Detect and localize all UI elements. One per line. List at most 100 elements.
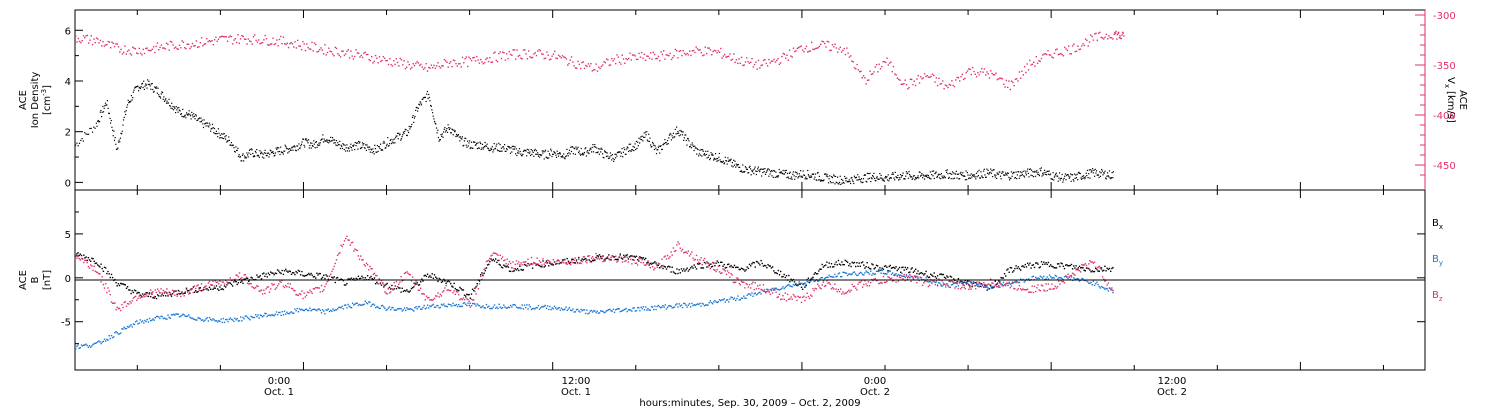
bx-point bbox=[900, 271, 902, 273]
density-point bbox=[1069, 176, 1071, 178]
bz-point bbox=[280, 281, 282, 283]
density-point bbox=[438, 140, 440, 142]
density-point bbox=[446, 131, 449, 133]
by-point bbox=[454, 304, 456, 307]
vx-point bbox=[935, 77, 937, 79]
vx-point bbox=[332, 53, 334, 55]
bx-point bbox=[283, 270, 286, 272]
vx-point bbox=[831, 44, 834, 46]
bx-point bbox=[218, 289, 220, 291]
by-point bbox=[555, 307, 557, 309]
bz-point bbox=[665, 258, 668, 260]
bz-point bbox=[126, 303, 129, 305]
by-point bbox=[145, 320, 147, 323]
density-point bbox=[141, 83, 143, 85]
vx-point bbox=[796, 47, 799, 49]
bz-point bbox=[244, 274, 246, 276]
by-point bbox=[250, 315, 252, 317]
density-point bbox=[637, 145, 639, 147]
bz-point bbox=[240, 277, 242, 280]
by-point bbox=[987, 287, 990, 290]
density-point bbox=[794, 178, 796, 180]
bz-point bbox=[708, 263, 710, 265]
vx-point bbox=[865, 83, 867, 85]
density-point bbox=[217, 128, 219, 130]
vx-point bbox=[454, 59, 456, 62]
bx-point bbox=[561, 259, 564, 261]
density-point bbox=[177, 111, 179, 113]
density-point bbox=[339, 140, 341, 142]
density-point bbox=[673, 136, 675, 138]
by-point bbox=[94, 342, 96, 344]
bx-point bbox=[578, 256, 580, 259]
bz-point bbox=[351, 241, 354, 244]
density-point bbox=[838, 181, 841, 183]
density-point bbox=[431, 109, 433, 111]
by-point bbox=[837, 273, 840, 275]
bx-point bbox=[867, 266, 870, 268]
density-point bbox=[268, 156, 270, 158]
by-point bbox=[840, 276, 842, 278]
vx-point bbox=[419, 64, 421, 67]
bx-point bbox=[628, 255, 631, 258]
by-point bbox=[231, 319, 234, 321]
bz-point bbox=[375, 274, 377, 277]
by-point bbox=[313, 308, 316, 311]
density-point bbox=[432, 115, 434, 117]
by-point bbox=[551, 307, 553, 309]
vx-point bbox=[535, 54, 538, 57]
by-point bbox=[676, 303, 678, 305]
bx-point bbox=[807, 277, 810, 279]
by-point bbox=[110, 334, 113, 337]
vx-point bbox=[473, 56, 475, 59]
vx-point bbox=[1120, 37, 1122, 40]
bz-point bbox=[475, 293, 477, 295]
density-point bbox=[101, 116, 103, 118]
bx-point bbox=[1060, 262, 1062, 264]
density-point bbox=[487, 147, 489, 149]
by-point bbox=[602, 310, 604, 313]
bx-point bbox=[443, 278, 445, 281]
density-point bbox=[774, 176, 776, 178]
bz-point bbox=[413, 282, 415, 284]
density-point bbox=[875, 177, 878, 179]
density-point bbox=[498, 150, 500, 152]
density-point bbox=[964, 179, 966, 181]
by-point bbox=[100, 342, 102, 345]
density-point bbox=[869, 172, 871, 174]
density-point bbox=[927, 176, 929, 179]
bx-point bbox=[357, 275, 360, 277]
vx-point bbox=[1096, 39, 1098, 41]
vx-point bbox=[840, 51, 843, 53]
density-point bbox=[603, 157, 605, 159]
density-point bbox=[312, 145, 314, 147]
vx-point bbox=[428, 66, 430, 69]
by-point bbox=[186, 315, 189, 317]
density-point bbox=[363, 147, 365, 149]
vx-point bbox=[1073, 43, 1075, 45]
vx-point bbox=[692, 49, 695, 52]
bz-point bbox=[805, 296, 807, 299]
bz-point bbox=[458, 294, 460, 296]
bx-point bbox=[1029, 262, 1031, 264]
density-point bbox=[531, 150, 534, 152]
by-point bbox=[354, 303, 356, 305]
by-point bbox=[571, 309, 573, 312]
by-point bbox=[985, 285, 987, 287]
vx-point bbox=[342, 50, 344, 52]
by-point bbox=[783, 288, 785, 290]
density-point bbox=[957, 173, 959, 175]
vx-point bbox=[181, 40, 183, 42]
density-point bbox=[990, 172, 992, 174]
vx-point bbox=[940, 82, 943, 85]
density-point bbox=[537, 155, 539, 157]
bx-point bbox=[594, 259, 596, 262]
bx-point bbox=[473, 289, 475, 292]
density-point bbox=[1076, 173, 1078, 175]
bz-point bbox=[855, 287, 857, 289]
bz-point bbox=[398, 283, 400, 285]
bx-point bbox=[1105, 270, 1107, 272]
bx-point bbox=[590, 261, 593, 263]
density-point bbox=[978, 169, 980, 171]
vx-point bbox=[387, 63, 390, 66]
